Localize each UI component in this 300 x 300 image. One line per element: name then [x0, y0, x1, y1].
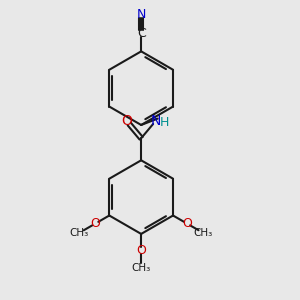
Text: CH₃: CH₃ — [193, 228, 212, 238]
Text: O: O — [90, 217, 100, 230]
Text: O: O — [136, 244, 146, 256]
Text: H: H — [160, 116, 169, 129]
Text: CH₃: CH₃ — [70, 228, 89, 238]
Text: CH₃: CH₃ — [131, 263, 151, 273]
Text: N: N — [136, 8, 146, 21]
Text: O: O — [182, 217, 192, 230]
Text: C: C — [137, 27, 146, 40]
Text: N: N — [150, 114, 161, 128]
Text: O: O — [122, 114, 132, 128]
